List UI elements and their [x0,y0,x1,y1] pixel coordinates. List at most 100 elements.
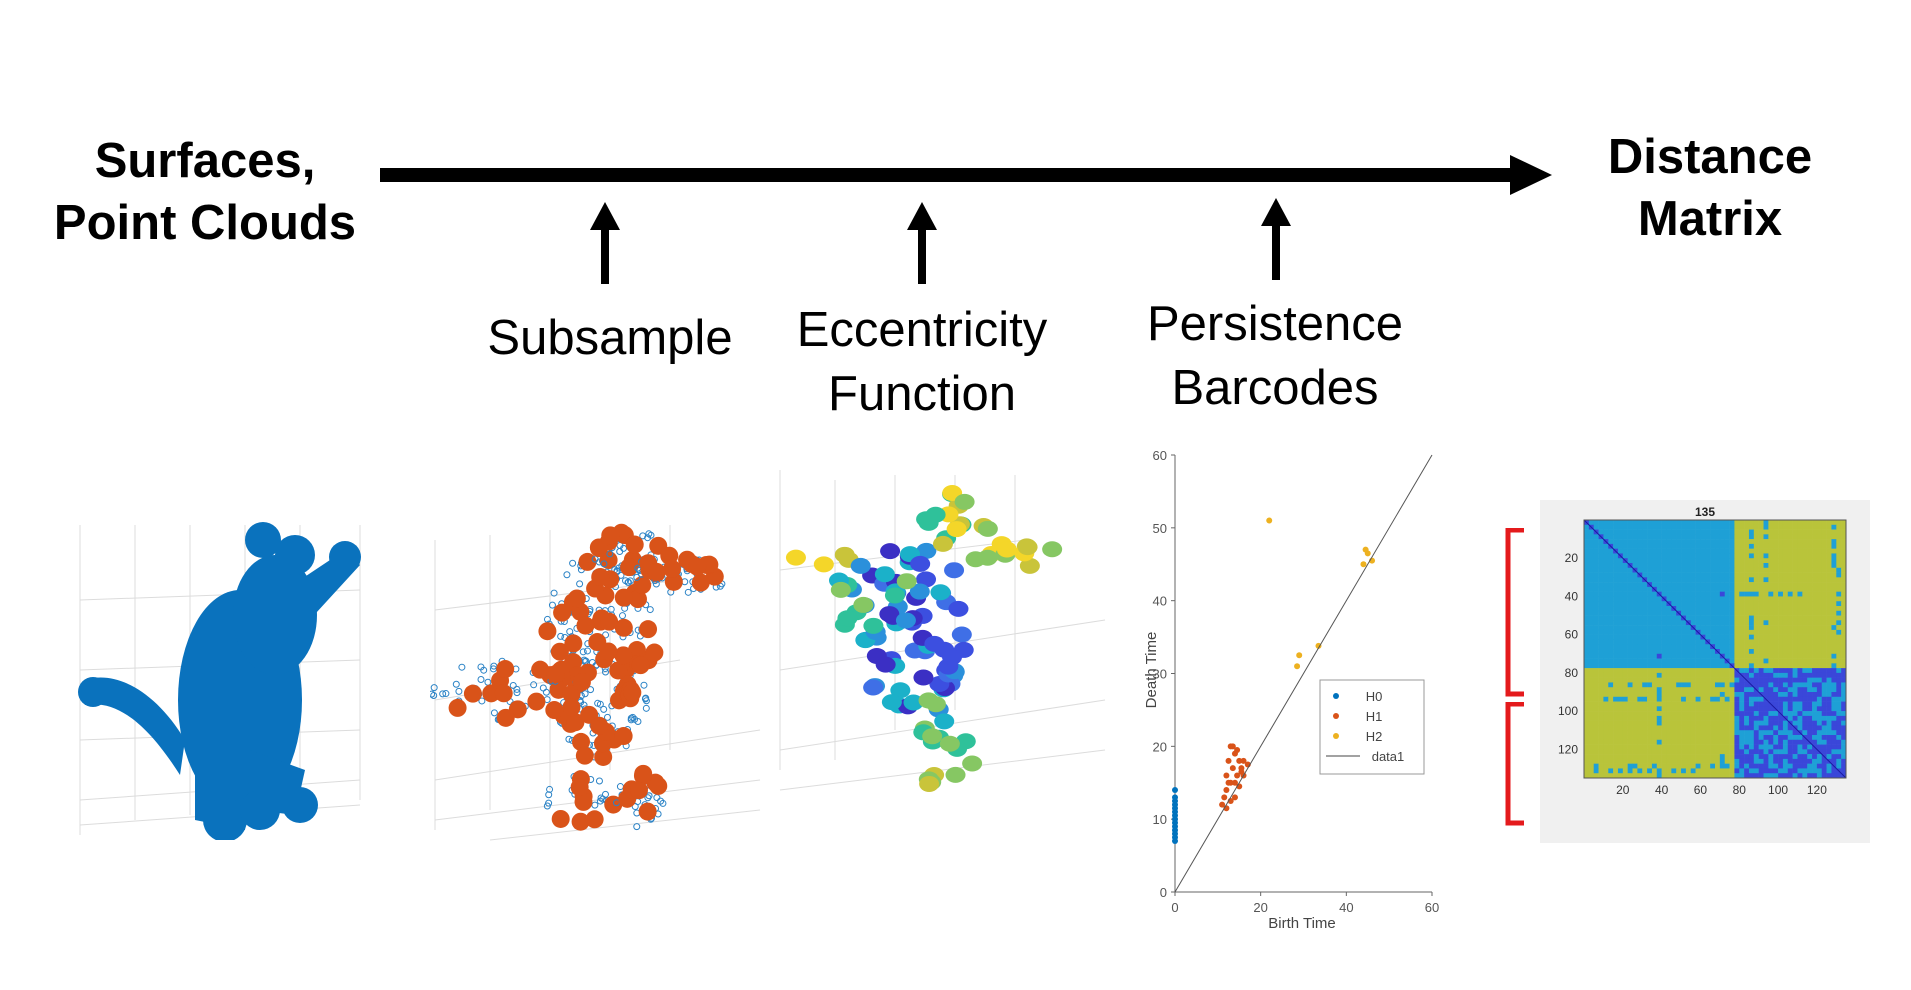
heatmap-cell [1622,567,1628,573]
heatmap-cell [1671,720,1677,726]
heatmap-cell [1826,658,1832,664]
subsample-point [609,661,628,680]
heatmap-cell [1681,658,1687,664]
heatmap-cell [1773,692,1779,698]
eccentricity-point [879,606,900,623]
heatmap-cell [1724,558,1730,564]
heatmap-cell [1792,539,1798,545]
heatmap-cell [1642,567,1648,573]
heatmap-cell [1724,706,1730,712]
heatmap-cell [1598,620,1604,626]
heatmap-cell [1603,730,1609,736]
heatmap-cell [1797,563,1803,569]
heatmap-cell [1734,715,1740,721]
heatmap-cell [1695,539,1701,545]
heatmap-cell [1748,677,1755,683]
heatmap-cell [1661,553,1667,559]
heatmap-cell [1642,529,1648,535]
heatmap-cell [1593,567,1599,573]
heatmap-cell [1608,773,1614,779]
heatmap-cell [1821,701,1827,707]
heatmap-cell [1598,649,1604,655]
heatmap-cell [1836,563,1842,569]
heatmap-cell [1744,582,1750,588]
heatmap-cell [1802,744,1808,750]
heatmap-cell [1690,591,1696,597]
subsample-point [623,683,642,702]
heatmap-cell [1700,763,1706,769]
heatmap-cell [1681,606,1687,612]
heatmap-cell [1753,524,1759,530]
heatmap-cell [1797,548,1803,554]
heatmap-cell [1647,606,1653,612]
heatmap-cell [1710,553,1716,559]
heatmap-cell [1681,563,1687,569]
heatmap-cell [1603,663,1609,669]
heatmap-cell [1836,577,1842,583]
heatmap-cell [1792,529,1798,535]
heatmap-cell [1836,620,1842,626]
heatmap-cell [1826,701,1832,707]
heatmap-cell [1807,744,1813,750]
heatmap-cell [1710,682,1716,688]
heatmap-cell [1782,773,1789,779]
heatmap-cell [1617,668,1624,674]
heatmap-cell [1724,763,1730,769]
heatmap-cell [1627,649,1633,655]
eccentricity-point [918,692,939,709]
heatmap-cell [1661,668,1667,674]
heatmap-cell [1797,577,1803,583]
heatmap-cell [1671,591,1677,597]
heatmap-cell [1729,653,1735,659]
heatmap-cell [1724,534,1730,540]
heatmap-cell [1715,520,1721,526]
heatmap-cell [1642,596,1648,602]
heatmap-cell [1802,687,1808,693]
heatmap-cell [1807,596,1813,602]
heatmap-cell [1778,735,1784,741]
heatmap-cell [1821,744,1827,750]
heatmap-cell [1729,529,1735,535]
heatmap-cell [1651,739,1658,745]
heatmap-cell [1661,711,1667,717]
heatmap-cell [1719,692,1725,698]
heatmap-cell [1705,634,1711,640]
heatmap-cell [1671,625,1677,631]
heatmap-cell [1676,692,1682,698]
heatmap-cell [1797,663,1803,669]
heatmap-cell [1739,548,1745,554]
heatmap-cell [1797,601,1803,607]
heatmap-cell [1768,735,1774,741]
heatmap-cell [1700,596,1706,602]
heatmap-cell [1598,773,1604,779]
heatmap-cell [1622,649,1628,655]
heatmap-cell [1637,634,1643,640]
heatmap-cell [1816,582,1823,588]
heatmap-cell [1632,582,1638,588]
dense-point [646,606,654,614]
heatmap-cell [1744,591,1750,597]
heatmap-cell [1608,768,1614,774]
heatmap-cell [1734,744,1740,750]
heatmap-cell [1613,596,1619,602]
heatmap-cell [1603,711,1609,717]
heatmap-cell [1724,548,1730,554]
heatmap-cell [1763,701,1769,707]
heatmap-cell [1627,615,1633,621]
heatmap-cell [1773,586,1779,592]
heatmap-cell [1627,696,1633,702]
heatmap-cell [1778,701,1784,707]
heatmap-cell [1637,534,1643,540]
heatmap-cell [1782,558,1789,564]
heatmap-cell [1705,606,1711,612]
heatmap-cell [1763,754,1769,760]
heatmap-cell [1836,625,1842,631]
heatmap-cell [1685,687,1692,693]
heatmap-cell [1681,558,1687,564]
heatmap-cell [1744,625,1750,631]
heatmap-cell [1622,663,1628,669]
heatmap-cell [1748,586,1755,592]
heatmap-cell [1778,672,1784,678]
heatmap-cell [1792,615,1798,621]
